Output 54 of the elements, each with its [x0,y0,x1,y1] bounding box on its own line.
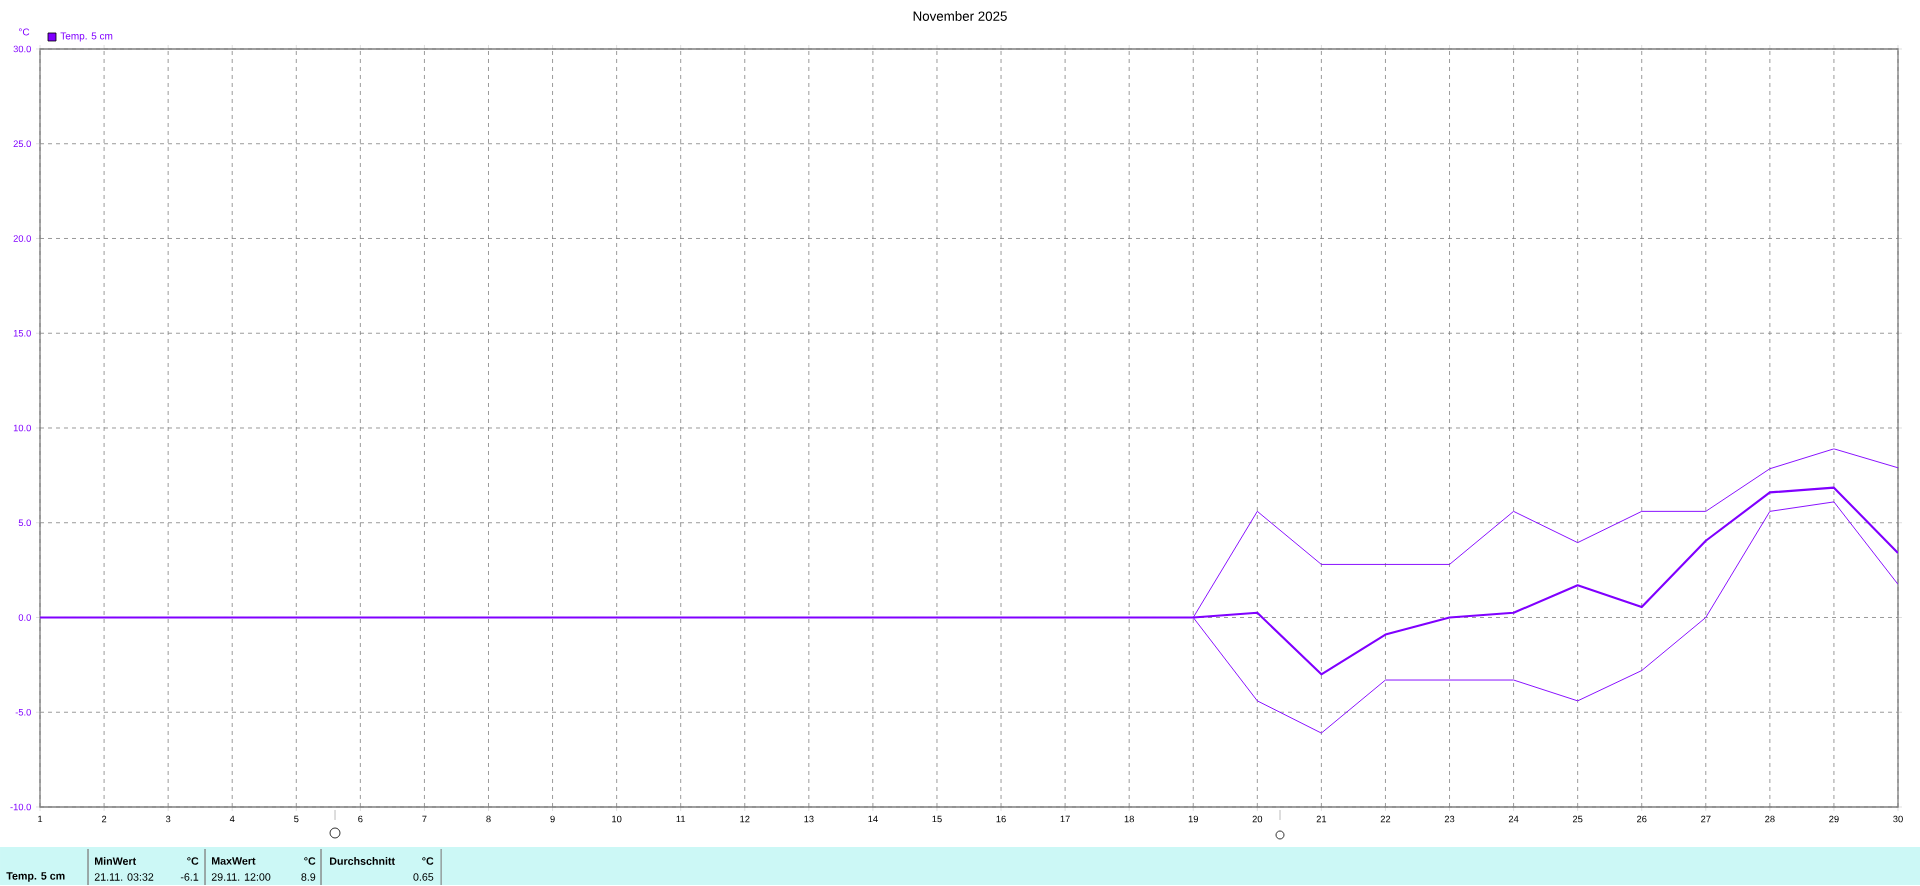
x-tick-label: 26 [1637,815,1647,823]
x-tick-label: 19 [1188,815,1198,823]
x-tick-label: 22 [1380,815,1391,823]
text: 29.11. 12:00 [211,873,271,881]
x-tick-label: 6 [358,815,363,823]
y-tick-label: 10.0 [13,424,31,432]
x-tick-label: 17 [1060,815,1070,823]
x-tick-label: 14 [868,815,878,823]
y-tick-label: 20.0 [13,235,31,242]
x-tick-label: 30 [1893,815,1903,823]
y-tick-label: 15.0 [13,330,31,337]
text: °C [304,857,316,865]
y-tick-label: 25.0 [13,140,31,148]
text: MinWert [94,857,137,866]
x-tick-label: 3 [165,815,171,823]
y-axis-title: °C [18,28,30,36]
text: 8.9 [301,873,316,881]
text: °C [422,857,434,865]
x-tick-label: 10 [612,815,622,823]
y-tick-label: -10.0 [10,803,31,811]
x-tick-label: 24 [1508,815,1519,823]
text: 21.11. 03:32 [94,873,154,881]
y-tick-label: 0.0 [18,614,31,621]
text: Temp. 5 cm [6,872,65,882]
x-tick-label: 8 [486,815,491,823]
x-tick-label: 20 [1252,815,1263,823]
text: °C [187,857,199,865]
x-tick-label: 12 [740,815,750,823]
x-tick-label: 13 [804,815,814,823]
x-tick-label: 23 [1444,815,1455,823]
x-tick-label: 9 [550,815,555,823]
x-tick-label: 28 [1765,815,1775,823]
text: MaxWert [211,857,256,865]
x-tick-label: 18 [1124,815,1134,823]
x-tick-label: 2 [101,815,107,823]
text: 0.65 [413,873,434,881]
x-tick-label: 1 [38,815,43,823]
x-tick-label: 11 [676,815,686,823]
y-tick-label: 30.0 [13,45,31,53]
y-tick-label: 5.0 [18,519,31,527]
chart-title: November 2025 [913,11,1007,22]
legend-label: Temp. 5 cm [60,32,113,42]
x-tick-label: 16 [996,815,1006,823]
x-tick-label: 27 [1701,815,1711,823]
y-tick-label: -5.0 [15,709,31,716]
text: Durchschnitt [329,857,395,866]
x-tick-label: 29 [1829,815,1839,823]
x-tick-label: 25 [1572,815,1583,823]
text: -6.1 [180,873,199,881]
x-tick-label: 15 [932,815,942,823]
x-tick-label: 5 [294,815,299,823]
x-tick-label: 4 [229,815,235,823]
x-tick-label: 21 [1316,815,1327,823]
x-tick-label: 7 [422,815,427,823]
